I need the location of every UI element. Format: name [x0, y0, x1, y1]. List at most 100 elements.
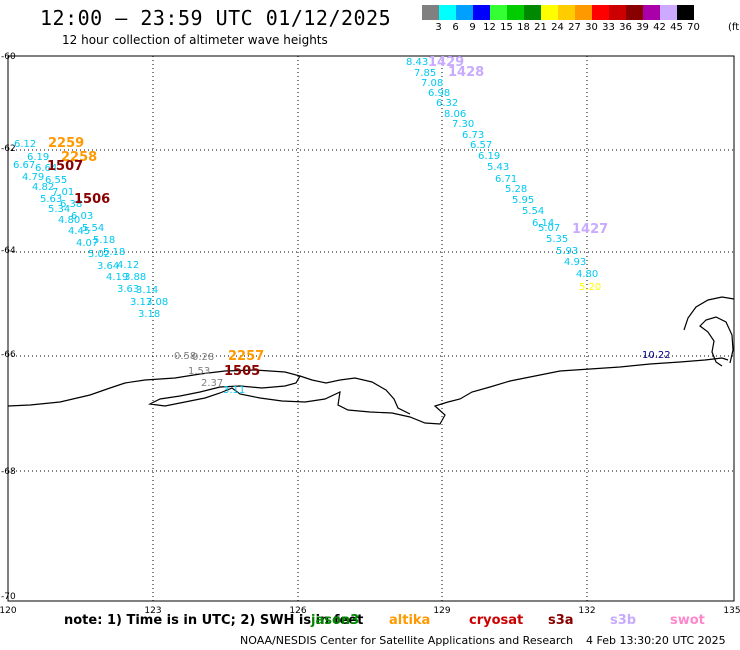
wave-height-value-east-track: 5.43: [487, 162, 509, 173]
wave-height-value-west-track: 3.14: [136, 285, 158, 296]
wave-height-value-west-track: 7.01: [52, 187, 74, 198]
coastline-segment: [699, 316, 734, 367]
satellite-name-s3b: s3b: [610, 613, 637, 628]
antarctic-coastline: [7, 296, 735, 425]
legend-label: 9: [469, 22, 476, 33]
legend-label: 33: [602, 22, 615, 33]
legend-swatch: [558, 5, 575, 20]
wave-height-value-west-track: 3.08: [146, 297, 168, 308]
map-border: [7, 55, 735, 602]
wave-height-value-west-track: 6.38: [60, 199, 82, 210]
notes-bar: note: 1) Time is in UTC; 2) SWH is in fe…: [64, 613, 705, 628]
wave-height-value-west-track: 6.67: [13, 160, 35, 171]
longitude-tick-label: 123: [144, 606, 161, 616]
pass-time-label: 1507: [47, 159, 83, 174]
wave-height-value-east-track: 7.08: [421, 78, 443, 89]
wave-height-value-west-track: 5.54: [82, 223, 104, 234]
wave-height-value-east-track: 4.93: [564, 257, 586, 268]
legend-label: 36: [619, 22, 632, 33]
pass-time-label: 1506: [74, 192, 110, 207]
legend-label: 6: [452, 22, 459, 33]
map-frame: [7, 55, 735, 602]
wave-height-value-west-track: 3.64: [97, 261, 119, 272]
wave-height-value-east-track: 5.28: [505, 184, 527, 195]
footer-date: 4 Feb 13:30:20 UTC 2025: [586, 634, 726, 647]
wave-height-value-navy: 10.22: [642, 350, 671, 361]
wave-height-value-west-track: 3.17: [130, 297, 152, 308]
wave-height-value-west-track: 6.55: [45, 175, 67, 186]
latitude-tick-label: -64: [1, 246, 16, 256]
satellite-name-jason3: jason3: [311, 613, 360, 628]
legend-swatch: [456, 5, 473, 20]
longitude-tick-label: 135: [723, 606, 740, 616]
longitude-tick-label: 126: [289, 606, 306, 616]
legend-label: 15: [500, 22, 513, 33]
wave-height-value-west-track: 5.18: [93, 235, 115, 246]
legend-swatch: [592, 5, 609, 20]
wave-height-value-east-track: 6.57: [470, 140, 492, 151]
wave-height-value-west-track: 6.64: [35, 163, 57, 174]
legend-swatch: [626, 5, 643, 20]
pass-time-label: 1505: [224, 364, 260, 379]
wave-height-value-east-track: 5.95: [512, 195, 534, 206]
wave-height-value-east-track: 5.07: [538, 223, 560, 234]
coastline-segment: [683, 296, 735, 331]
legend-swatch: [660, 5, 677, 20]
coastline-segment: [299, 375, 341, 384]
legend-label: 42: [653, 22, 666, 33]
legend-unit: (ft): [728, 22, 740, 33]
legend-label: 27: [568, 22, 581, 33]
longitude-tick-label: 120: [0, 606, 17, 616]
legend-swatch: [439, 5, 456, 20]
footer-credit: NOAA/NESDIS Center for Satellite Applica…: [240, 634, 574, 647]
wave-height-value-west-track: 6.19: [27, 152, 49, 163]
wave-height-value-west-track: 5.34: [48, 204, 70, 215]
pass-time-label: 2257: [228, 349, 264, 364]
wave-height-value-west-track: 4.82: [32, 182, 54, 193]
wave-height-value-coast: 3.11: [223, 385, 245, 396]
legend-swatch: [677, 5, 694, 20]
legend-label: 45: [670, 22, 683, 33]
map-gridlines: [8, 56, 734, 601]
satellite-name-s3a: s3a: [548, 613, 574, 628]
pass-time-label: 1427: [572, 222, 608, 237]
coastline-segment: [7, 357, 729, 425]
wave-height-value-east-track: 6.14: [532, 218, 554, 229]
wave-height-value-west-track: 4.79: [22, 172, 44, 183]
longitude-tick-label: 132: [578, 606, 595, 616]
wave-height-value-west-track: 6.12: [14, 139, 36, 150]
legend-label: 12: [483, 22, 496, 33]
longitude-tick-label: 129: [433, 606, 450, 616]
wave-height-value-west-track: 3.63: [117, 284, 139, 295]
pass-time-label: 1428: [448, 65, 484, 80]
legend-label: 3: [435, 22, 442, 33]
wave-height-value-east-track: 4.80: [576, 269, 598, 280]
map-title: 12:00 – 23:59 UTC 01/12/2025: [40, 6, 392, 30]
latitude-tick-label: -60: [1, 52, 16, 62]
axis-tick-labels: 120 123 126 129 132 135 -60 -62 -64 -66 -68 -70: [0, 52, 740, 616]
pass-time-label: 2259: [48, 136, 84, 151]
wave-height-value-west-track: 4.45: [68, 226, 90, 237]
latitude-tick-label: -68: [1, 467, 16, 477]
pass-time-label: 2258: [61, 150, 97, 165]
satellite-name-swot: swot: [670, 613, 705, 628]
wave-height-value-yellow: 5.20: [579, 282, 601, 293]
wave-height-values: 6.126.196.67 6.644.79 6.554.827.015.636.38…: [13, 57, 671, 396]
satellite-name-cryosat: cryosat: [469, 613, 524, 628]
wave-height-value-east-track: 8.06: [444, 109, 466, 120]
legend-label: 70: [687, 22, 700, 33]
wave-height-value-west-track: 3.88: [124, 272, 146, 283]
wave-height-value-east-track: 6.32: [436, 98, 458, 109]
wave-height-value-gray: 0.28: [192, 352, 214, 363]
wave-height-value-west-track: 4.19: [106, 272, 128, 283]
wave-height-value-east-track: 6.19: [478, 151, 500, 162]
pass-time-label: 1429: [428, 55, 464, 70]
latitude-tick-label: -62: [1, 144, 16, 154]
wave-height-value-west-track: 6.03: [71, 211, 93, 222]
wave-height-value-east-track: 7.85: [414, 68, 436, 79]
notes-text: note: 1) Time is in UTC; 2) SWH is in fe…: [64, 613, 364, 628]
wave-height-value-east-track: 6.98: [428, 88, 450, 99]
wave-height-value-east-track: 7.30: [452, 119, 474, 130]
legend-label: 39: [636, 22, 649, 33]
